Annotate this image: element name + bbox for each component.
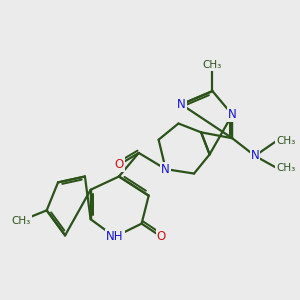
Text: N: N — [161, 163, 170, 176]
Text: CH₃: CH₃ — [276, 163, 296, 173]
Text: NH: NH — [106, 230, 123, 243]
Text: O: O — [114, 158, 124, 171]
Text: CH₃: CH₃ — [203, 60, 222, 70]
Text: N: N — [250, 149, 259, 162]
Text: N: N — [177, 98, 186, 111]
Text: O: O — [157, 230, 166, 243]
Text: N: N — [228, 108, 237, 121]
Text: CH₃: CH₃ — [276, 136, 296, 146]
Text: CH₃: CH₃ — [12, 216, 31, 226]
